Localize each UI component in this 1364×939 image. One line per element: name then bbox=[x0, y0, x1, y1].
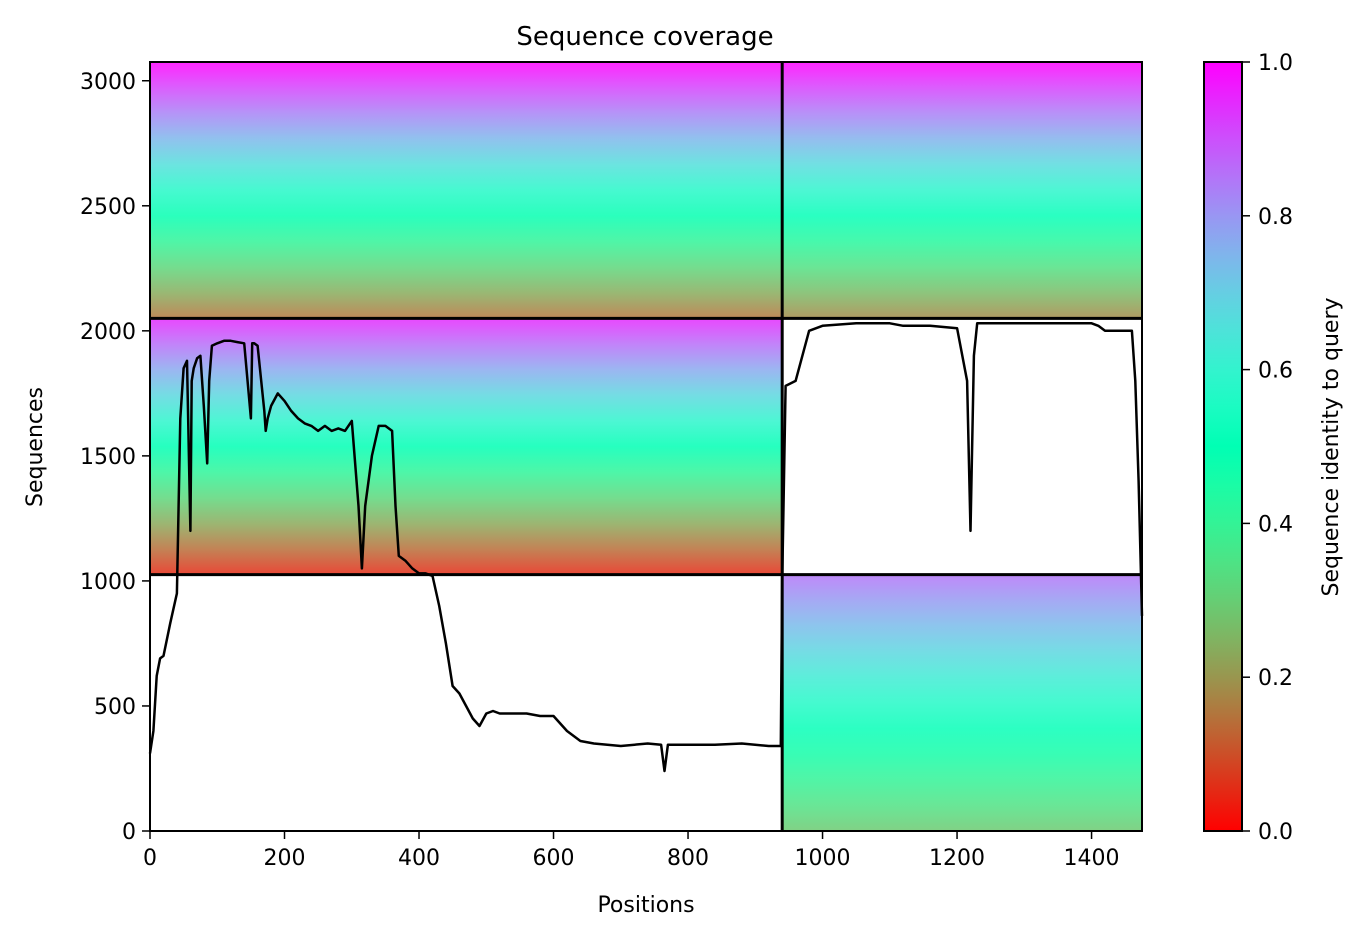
coverage-block bbox=[782, 574, 1142, 831]
colorbar-tick-label: 0.0 bbox=[1258, 820, 1293, 845]
y-axis-ticks: 0 500 1000 1500 2000 2500 3000 bbox=[80, 70, 150, 845]
chart-title: Sequence coverage bbox=[516, 22, 773, 52]
y-axis-label: Sequences bbox=[23, 387, 48, 507]
x-tick-label: 0 bbox=[143, 846, 157, 871]
colorbar-tick-label: 1.0 bbox=[1258, 51, 1293, 76]
y-tick-label: 2000 bbox=[80, 320, 136, 345]
y-tick-label: 0 bbox=[122, 820, 136, 845]
x-axis-ticks: 0 200 400 600 800 1000 1200 1400 bbox=[143, 831, 1120, 871]
x-tick-label: 800 bbox=[667, 846, 709, 871]
coverage-block bbox=[150, 318, 783, 575]
y-tick-label: 2500 bbox=[80, 195, 136, 220]
y-tick-label: 500 bbox=[94, 695, 136, 720]
colorbar-tick-label: 0.2 bbox=[1258, 666, 1293, 691]
colorbar-tick-label: 0.4 bbox=[1258, 512, 1293, 537]
colorbar: 0.0 0.2 0.4 0.6 0.8 1.0 Sequence identity to … bbox=[1203, 51, 1344, 845]
coverage-block bbox=[150, 62, 783, 319]
x-tick-label: 1400 bbox=[1064, 846, 1120, 871]
coverage-block bbox=[782, 62, 1142, 319]
colorbar-ticks: 0.0 0.2 0.4 0.6 0.8 1.0 bbox=[1242, 51, 1293, 845]
x-tick-label: 1200 bbox=[929, 846, 985, 871]
colorbar-tick-label: 0.8 bbox=[1258, 205, 1293, 230]
coverage-line bbox=[148, 322, 1144, 773]
x-tick-label: 600 bbox=[533, 846, 575, 871]
x-tick-label: 200 bbox=[264, 846, 306, 871]
colorbar-gradient bbox=[1203, 61, 1243, 832]
colorbar-tick-label: 0.6 bbox=[1258, 359, 1293, 384]
axes-frame bbox=[149, 61, 1143, 832]
x-tick-label: 400 bbox=[398, 846, 440, 871]
y-tick-label: 3000 bbox=[80, 70, 136, 95]
x-axis-label: Positions bbox=[597, 893, 694, 918]
y-tick-label: 1500 bbox=[80, 445, 136, 470]
y-tick-label: 1000 bbox=[80, 570, 136, 595]
x-tick-label: 1000 bbox=[795, 846, 851, 871]
colorbar-label: Sequence identity to query bbox=[1319, 297, 1344, 596]
coverage-blocks bbox=[150, 62, 1142, 831]
coverage-series bbox=[148, 322, 1144, 773]
